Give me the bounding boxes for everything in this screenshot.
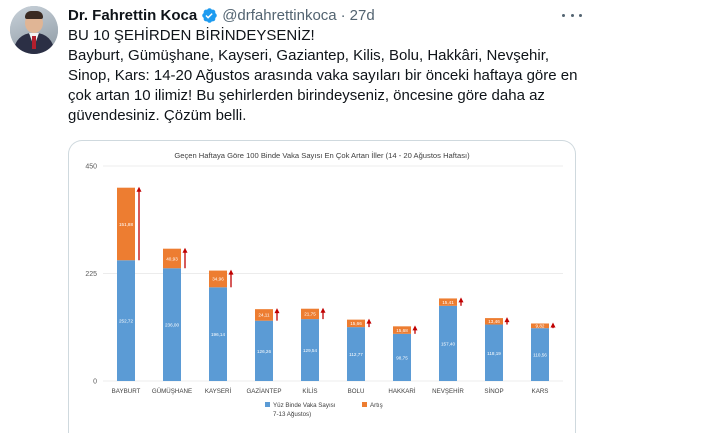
- bar-base: [301, 319, 319, 381]
- x-tick-label: SİNOP: [484, 388, 503, 395]
- increase-arrowhead: [550, 322, 556, 328]
- tweet-header: Dr. Fahrettin Koca @drfahrettinkoca · 27…: [68, 6, 375, 24]
- separator-dot: ·: [340, 6, 346, 24]
- tweet-media-chart[interactable]: Geçen Haftaya Göre 100 Binde Vaka Sayısı…: [68, 140, 576, 433]
- data-label-base: 110,56: [533, 353, 547, 358]
- bar-base: [255, 320, 273, 381]
- data-label-increase: 40,93: [166, 256, 178, 261]
- x-tick-label: KİLİS: [302, 388, 317, 395]
- x-tick-label: GAZİANTEP: [246, 388, 281, 395]
- data-label-base: 112,77: [349, 352, 363, 357]
- tweet-text-line: Sinop, Kars: 14-20 Ağustos arasında vaka…: [68, 67, 578, 84]
- bar-base: [209, 287, 227, 381]
- increase-arrowhead: [366, 318, 372, 324]
- increase-arrowhead: [182, 247, 188, 253]
- chart-title: Geçen Haftaya Göre 100 Binde Vaka Sayısı…: [174, 151, 470, 160]
- data-label-increase: 21,75: [304, 312, 316, 317]
- data-label-base: 118,19: [487, 351, 501, 356]
- x-tick-label: KAYSERİ: [205, 388, 232, 395]
- data-label-base: 98,75: [396, 355, 408, 360]
- bar-increase: [209, 270, 227, 288]
- data-label-base: 157,40: [441, 341, 455, 346]
- increase-arrowhead: [136, 186, 142, 192]
- bar-increase: [393, 326, 411, 334]
- increase-arrowhead: [458, 297, 464, 303]
- bar-base: [117, 260, 135, 381]
- bar-increase: [301, 308, 319, 320]
- data-label-base: 196,14: [211, 332, 225, 337]
- data-label-increase: 15,41: [442, 300, 454, 305]
- data-label-increase: 9,82: [536, 324, 545, 329]
- legend-label-base-line2: 7-13 Ağustos): [273, 411, 311, 418]
- bar-increase: [531, 323, 549, 329]
- verified-badge-icon: [202, 7, 217, 23]
- tweet-text-line: BU 10 ŞEHİRDEN BİRİNDEYSENİZ!: [68, 27, 315, 44]
- legend-swatch-increase: [362, 402, 367, 407]
- data-label-increase: 15,66: [350, 321, 362, 326]
- bar-base: [439, 305, 457, 381]
- tweet-text-line: çok artan 10 ilimiz! Bu şehirlerden biri…: [68, 87, 545, 104]
- x-tick-label: NEVŞEHİR: [432, 388, 464, 395]
- bar-increase: [117, 187, 135, 261]
- tweet-text-line: güvendesiniz. Çözüm belli.: [68, 107, 247, 124]
- bar-increase: [485, 318, 503, 325]
- increase-arrowhead: [228, 269, 234, 275]
- increase-arrowhead: [504, 317, 510, 323]
- bar-base: [347, 327, 365, 381]
- bar-chart: Geçen Haftaya Göre 100 Binde Vaka Sayısı…: [85, 151, 563, 418]
- bar-base: [485, 324, 503, 381]
- data-label-base: 236,00: [165, 323, 179, 328]
- bar-base: [163, 268, 181, 381]
- tweet-text: BU 10 ŞEHİRDEN BİRİNDEYSENİZ! Bayburt, G…: [68, 26, 588, 126]
- increase-arrowhead: [320, 307, 326, 313]
- data-label-base: 126,26: [257, 349, 271, 354]
- bar-base: [531, 328, 549, 381]
- bar-base: [393, 333, 411, 381]
- tweet-text-line: Bayburt, Gümüşhane, Kayseri, Gaziantep, …: [68, 47, 550, 64]
- data-label-increase: 13,46: [488, 319, 500, 324]
- x-tick-label: KARS: [532, 388, 549, 395]
- increase-arrowhead: [274, 308, 280, 314]
- increase-arrowhead: [412, 325, 418, 331]
- author-handle[interactable]: @drfahrettinkoca: [222, 6, 337, 24]
- bar-increase: [255, 309, 273, 321]
- data-label-increase: 15,68: [396, 328, 408, 333]
- x-tick-label: GÜMÜŞHANE: [152, 388, 192, 395]
- bar-increase: [347, 319, 365, 328]
- author-name[interactable]: Dr. Fahrettin Koca: [68, 6, 198, 24]
- legend-swatch-base: [265, 402, 270, 407]
- avatar[interactable]: [10, 6, 58, 54]
- x-tick-label: HAKKARİ: [388, 388, 415, 395]
- data-label-base: 129,54: [303, 348, 317, 353]
- y-tick-label: 0: [93, 379, 97, 386]
- data-label-base: 252,72: [119, 319, 133, 324]
- data-label-increase: 34,96: [212, 277, 224, 282]
- data-label-increase: 151,88: [119, 222, 133, 227]
- bar-increase: [163, 248, 181, 269]
- tweet-timestamp[interactable]: 27d: [349, 6, 375, 24]
- legend-label-increase: Artış: [370, 402, 383, 409]
- y-tick-label: 225: [85, 271, 97, 278]
- x-tick-label: BAYBURT: [112, 388, 141, 395]
- bar-increase: [439, 298, 457, 306]
- legend-label-base: Yüz Binde Vaka Sayısı: [273, 402, 336, 409]
- y-tick-label: 450: [85, 164, 97, 171]
- more-options-icon[interactable]: [560, 6, 584, 24]
- x-tick-label: BOLU: [348, 388, 365, 395]
- data-label-increase: 24,11: [258, 313, 270, 318]
